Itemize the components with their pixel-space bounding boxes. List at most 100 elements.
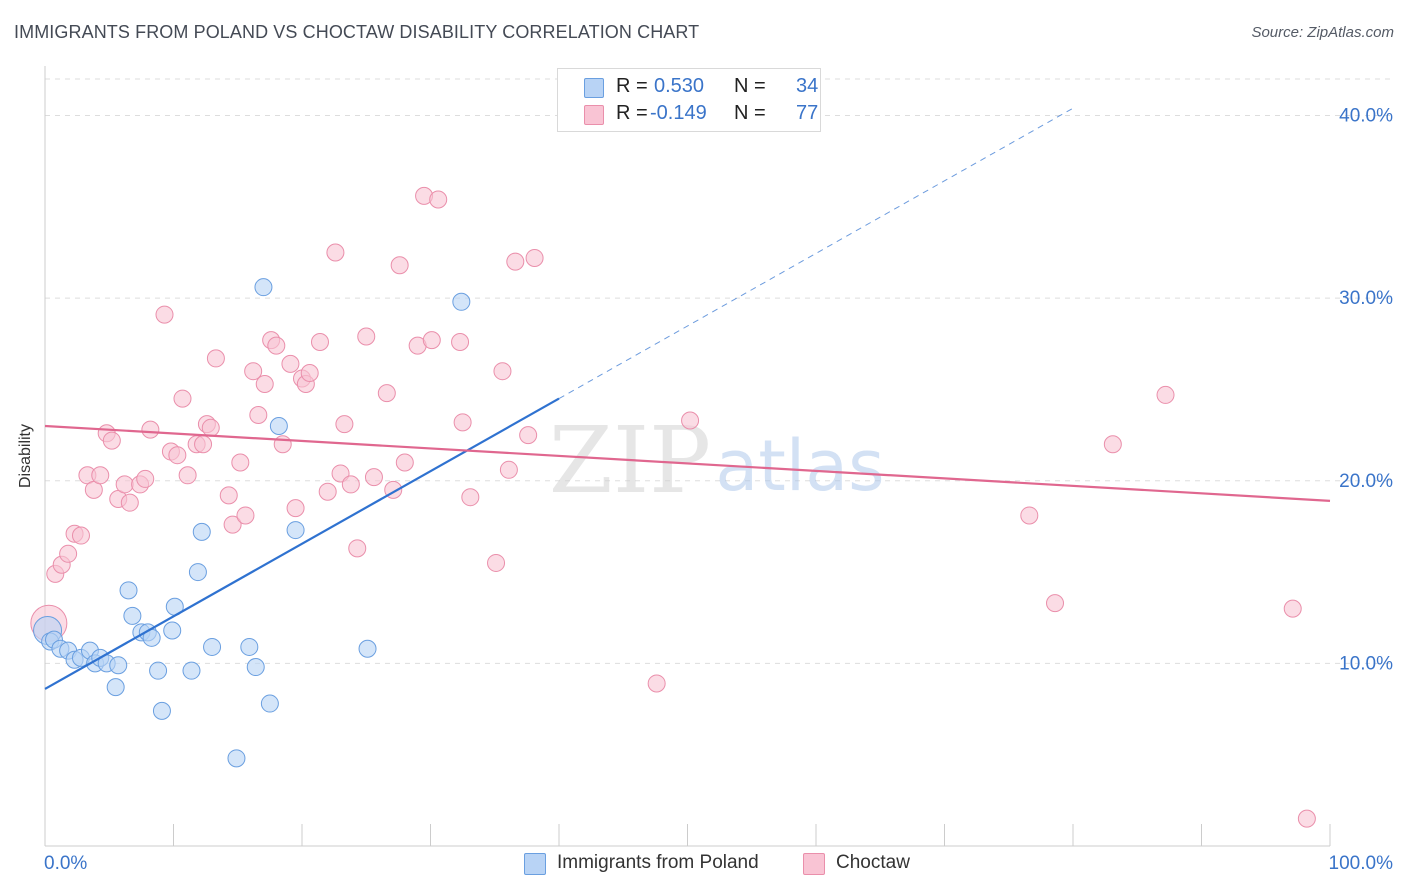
choctaw-point [335, 415, 354, 434]
trend-lines [44, 107, 1331, 690]
legend-n-label: N = [734, 102, 766, 124]
poland-point [188, 563, 207, 582]
choctaw-point [244, 362, 263, 381]
choctaw-point [506, 252, 525, 271]
choctaw-point [390, 256, 409, 275]
choctaw-point [525, 248, 544, 267]
choctaw-point [364, 468, 383, 487]
choctaw-point [255, 374, 274, 393]
y-tick-label: 40.0% [1339, 106, 1393, 127]
poland-point [358, 639, 377, 658]
x-tick-label-max: 100.0% [1329, 853, 1394, 874]
poland-point [152, 701, 171, 720]
choctaw-point [136, 469, 155, 488]
legend-label-choctaw: Choctaw [836, 852, 910, 873]
poland-point [119, 581, 138, 600]
choctaw-point [1283, 599, 1302, 618]
y-tick-label: 10.0% [1339, 653, 1393, 674]
legend-r-label: R = [616, 102, 648, 124]
choctaw-point [348, 539, 367, 558]
choctaw-point [71, 526, 90, 545]
choctaw-point [461, 488, 480, 507]
poland-point [452, 292, 471, 311]
legend-r-value: 0.530 [654, 75, 705, 97]
choctaw-point [422, 331, 441, 350]
poland-point [192, 522, 211, 541]
choctaw-point [273, 435, 292, 454]
x-tick-label-min: 0.0% [44, 853, 87, 874]
legend-swatch-choctaw [584, 105, 604, 125]
choctaw-point [1297, 809, 1316, 828]
choctaw-point [487, 553, 506, 572]
choctaw-point [115, 475, 134, 494]
poland-point [227, 749, 246, 768]
poland-point [123, 606, 142, 625]
poland-trend-extension [558, 107, 1074, 400]
chart-title: IMMIGRANTS FROM POLAND VS CHOCTAW DISABI… [14, 22, 700, 42]
poland-point [260, 694, 279, 713]
legend-r-value: -0.149 [650, 102, 707, 124]
y-axis-label: Disability [17, 423, 34, 489]
choctaw-point [451, 332, 470, 351]
choctaw-point [102, 431, 121, 450]
axes [44, 66, 1331, 847]
choctaw-point [1103, 435, 1122, 454]
poland-point [163, 621, 182, 640]
legend-swatch-poland [524, 853, 546, 875]
poland-point [149, 661, 168, 680]
legend-n-value: 77 [796, 102, 819, 124]
choctaw-point [357, 327, 376, 346]
choctaw-trend-line [44, 424, 1331, 502]
poland-point [269, 416, 288, 435]
choctaw-point [173, 389, 192, 408]
choctaw-point [201, 418, 220, 437]
choctaw-point [236, 506, 255, 525]
choctaw-point [219, 486, 238, 505]
choctaw-point [1046, 594, 1065, 613]
choctaw-point [647, 674, 666, 693]
choctaw-point [59, 544, 78, 563]
choctaw-point [499, 460, 518, 479]
legend-r-label: R = [616, 75, 648, 97]
choctaw-point [310, 332, 329, 351]
choctaw-point [681, 411, 700, 430]
choctaw-point [429, 190, 448, 209]
source-label: Source: ZipAtlas.com [1251, 24, 1394, 41]
choctaw-point [223, 515, 242, 534]
choctaw-point [120, 493, 139, 512]
poland-point [286, 521, 305, 540]
y-tick-label: 20.0% [1339, 471, 1393, 492]
poland-points [33, 278, 471, 768]
poland-point [106, 678, 125, 697]
poland-point [254, 278, 273, 297]
legend-n-label: N = [734, 75, 766, 97]
choctaw-point [300, 364, 319, 383]
choctaw-point [377, 384, 396, 403]
choctaw-point [318, 482, 337, 501]
poland-trend-line [44, 397, 560, 690]
choctaw-point [249, 406, 268, 425]
y-tick-label: 30.0% [1339, 288, 1393, 309]
correlation-legend: R = 0.530 N = 34 R = -0.149 N = 77 [557, 68, 821, 132]
poland-point [203, 637, 222, 656]
choctaw-point [286, 499, 305, 518]
choctaw-point [141, 420, 160, 439]
choctaw-point [155, 305, 174, 324]
choctaw-point [178, 466, 197, 485]
poland-point [240, 637, 259, 656]
poland-point [182, 661, 201, 680]
choctaw-point [1156, 385, 1175, 404]
poland-point [109, 656, 128, 675]
legend-swatch-choctaw [803, 853, 825, 875]
choctaw-point [493, 362, 512, 381]
watermark: ZIP atlas [549, 407, 885, 514]
choctaw-point [168, 446, 187, 465]
choctaw-point [519, 426, 538, 445]
choctaw-point [331, 464, 350, 483]
choctaw-point [395, 453, 414, 472]
choctaw-point [91, 466, 110, 485]
choctaw-point [267, 336, 286, 355]
legend-label-poland: Immigrants from Poland [557, 852, 759, 873]
tick-labels: 10.0% 20.0% 30.0% 40.0% 0.0% 100.0% [44, 106, 1393, 874]
